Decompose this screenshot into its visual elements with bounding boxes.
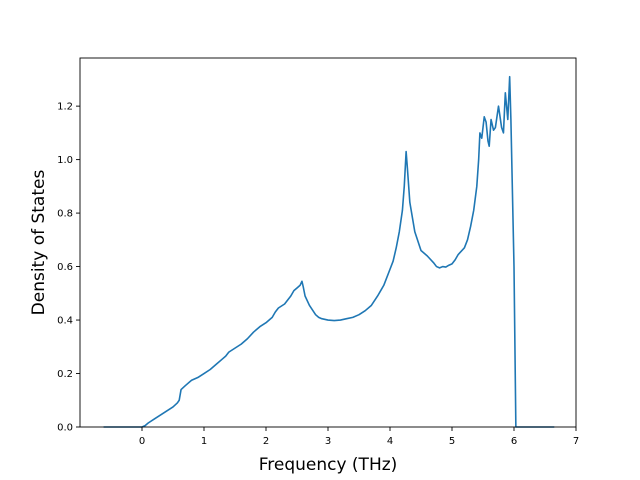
dos-series-line-0 [103,75,555,428]
x-tick-label-6: 6 [511,436,517,447]
y-tick-label-4: 0.8 [57,209,73,220]
x-tick-label-4: 4 [387,436,393,447]
y-tick-label-2: 0.4 [57,316,73,327]
x-tick-label-0: 0 [139,436,145,447]
x-tick-label-3: 3 [325,436,331,447]
x-tick-label-7: 7 [573,436,579,447]
x-tick-label-1: 1 [201,436,207,447]
y-tick-label-5: 1.0 [57,155,73,166]
x-axis-label: Frequency (THz) [259,455,398,475]
y-tick-label-3: 0.6 [57,262,73,273]
x-tick-label-5: 5 [449,436,455,447]
x-tick-label-2: 2 [263,436,269,447]
axes: 0 1 2 3 4 5 6 7 0.0 0.2 0.4 0.6 0.8 1.0 1.2 [57,57,579,447]
y-tick-label-0: 0.0 [57,423,73,434]
y-axis-label: Density of States [29,170,49,316]
plot-area [103,75,555,428]
y-tick-label-1: 0.2 [57,369,73,380]
y-tick-label-6: 1.2 [57,102,73,113]
